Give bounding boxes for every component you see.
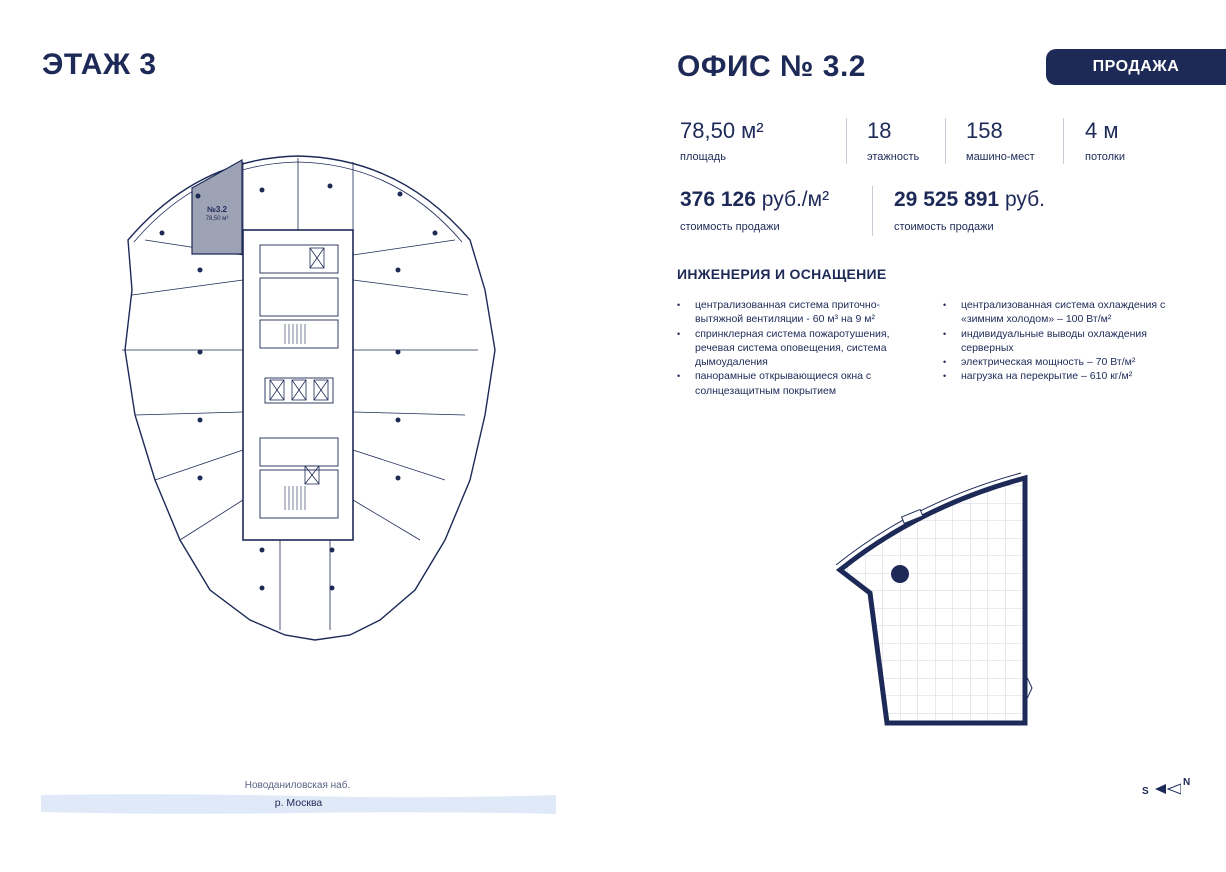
compass-south: S <box>1142 786 1149 797</box>
stat-value: 78,50 м² <box>680 118 764 143</box>
stat-area: 78,50 м² площадь <box>680 118 764 164</box>
list-item: централизованная система приточно-вытяжн… <box>675 298 920 327</box>
stat-value: 4 м <box>1085 118 1119 143</box>
unit-highlight[interactable] <box>191 158 243 255</box>
sale-badge[interactable]: ПРОДАЖА <box>1046 49 1226 85</box>
stat-label: площадь <box>680 151 726 163</box>
list-item: нагрузка на перекрытие – 610 кг/м² <box>941 369 1186 384</box>
stat-value: 18 <box>867 118 892 143</box>
river-shape <box>41 794 556 814</box>
price-amount: 29 525 891 <box>894 188 1000 211</box>
price-label: стоимость продажи <box>894 221 994 233</box>
river-label: р. Москва <box>274 797 323 809</box>
list-item: централизованная система охлаждения с «з… <box>941 298 1186 327</box>
stat-value: 158 <box>966 118 1003 143</box>
price-per-sqm: 376 126 руб./м² стоимость продажи <box>680 187 829 233</box>
stat-divider <box>945 118 946 164</box>
stat-floors: 18 этажность <box>867 118 919 164</box>
price-unit: руб./м² <box>761 188 830 211</box>
unit-label: №3.2 <box>206 205 228 214</box>
stat-divider <box>1063 118 1064 164</box>
list-item: спринклерная система пожаротушения, рече… <box>675 327 920 370</box>
stat-divider <box>846 118 847 164</box>
price-amount: 376 126 <box>680 188 756 211</box>
stat-label: машино-мест <box>966 151 1035 163</box>
compass-arrow-icon <box>1155 783 1181 795</box>
price-label: стоимость продажи <box>680 221 780 233</box>
compass-north: N <box>1183 777 1191 788</box>
unit-marker <box>891 565 909 583</box>
engineering-title: ИНЖЕНЕРИЯ И ОСНАЩЕНИЕ <box>677 266 887 282</box>
stat-ceiling: 4 м потолки <box>1085 118 1125 164</box>
floor-plan <box>122 155 496 641</box>
unit-area: 78,50 м² <box>205 216 229 222</box>
street-label: Новоданиловская наб. <box>244 780 351 791</box>
list-item: индивидуальные выводы охлаждения серверн… <box>941 327 1186 356</box>
stat-parking: 158 машино-мест <box>966 118 1035 164</box>
compass: S N <box>1140 777 1200 801</box>
list-item: электрическая мощность – 70 Вт/м² <box>941 355 1186 370</box>
unit-plan <box>835 472 1033 726</box>
floor-title: ЭТАЖ 3 <box>42 48 157 81</box>
engineering-list-2: централизованная система охлаждения с «з… <box>941 298 1186 384</box>
price-unit: руб. <box>1004 188 1045 211</box>
list-item: панорамные открывающиеся окна с солнцеза… <box>675 369 920 398</box>
engineering-list-1: централизованная система приточно-вытяжн… <box>675 298 920 398</box>
price-total: 29 525 891 руб. стоимость продажи <box>894 187 1045 233</box>
stat-label: этажность <box>867 151 920 163</box>
stat-label: потолки <box>1085 151 1125 163</box>
office-title: ОФИС № 3.2 <box>677 50 866 83</box>
price-divider <box>872 186 873 236</box>
